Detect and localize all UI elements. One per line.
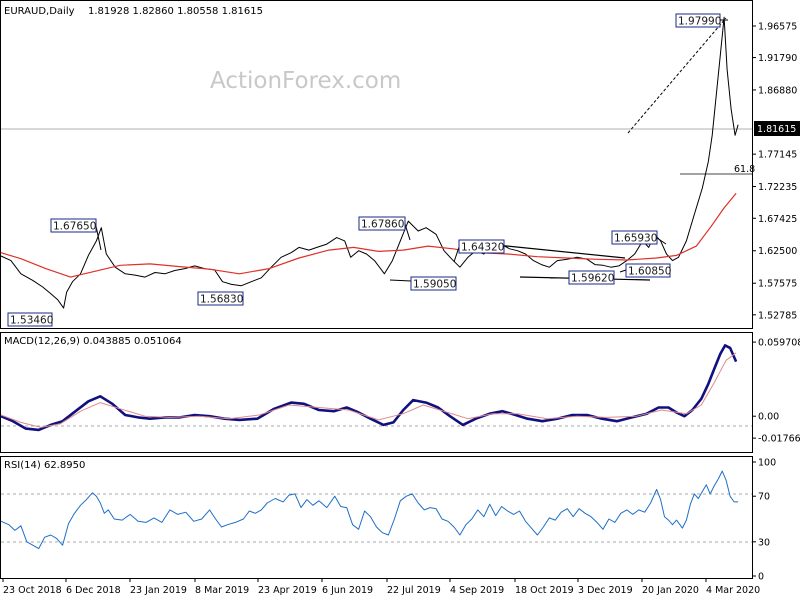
rsi-panel-frame: [0, 456, 753, 579]
rsi-panel: 100 70 30 0 RSI(14) 62.8950: [0, 456, 776, 583]
y-tick-label: 1.62500: [758, 246, 797, 257]
annotation-box: [50, 218, 97, 233]
x-tick-label: 6 Dec 2018: [66, 585, 121, 596]
annotation-leader-line: [619, 269, 627, 273]
y-tick-label: 1.96575: [758, 21, 797, 32]
y-tick-label: 1.86880: [758, 85, 797, 96]
macd-y-axis: 0.059708 0.00 -0.017661: [752, 338, 800, 445]
y-tick-label: 1.77145: [758, 150, 797, 161]
y-tick-label: -0.017661: [758, 434, 800, 445]
annotation-label: 1.56830: [200, 294, 243, 306]
annotation-box: [611, 230, 658, 245]
annotation-box: [458, 239, 505, 254]
price-level-annotations: 1.53460 1.67650 1.56830 1.67860 1.59050 1.643…: [7, 13, 728, 327]
fib-618-label: 61.8: [734, 164, 755, 175]
x-tick-label: 22 Jul 2019: [387, 585, 441, 596]
price-panel: ActionForex.com 61.8 1.96575 1.91790 1.868…: [0, 0, 800, 329]
macd-panel-frame: [0, 332, 753, 453]
annotation-box: [7, 312, 53, 327]
annotation-box: [625, 263, 671, 278]
x-tick-label: 4 Sep 2019: [450, 585, 504, 596]
x-tick-label: 23 Jan 2019: [130, 585, 187, 596]
price-y-axis: 1.96575 1.91790 1.86880 1.77145 1.72235 1.674…: [752, 21, 797, 321]
annotation-label: 1.97990: [678, 16, 721, 28]
x-tick-label: 6 Jun 2019: [322, 585, 373, 596]
y-tick-label: 30: [758, 537, 770, 548]
moving-average-line: [0, 193, 737, 278]
signal-line: [0, 352, 737, 428]
x-tick-label: 4 Mar 2020: [706, 585, 760, 596]
watermark: ActionForex.com: [210, 68, 401, 94]
fib-trend-line: [627, 17, 727, 134]
annotation-leader-line: [389, 279, 412, 282]
y-tick-label: 1.91790: [758, 53, 797, 64]
x-tick-label: 3 Dec 2019: [578, 585, 633, 596]
annotation-box: [358, 216, 406, 231]
y-tick-label: 0.059708: [758, 338, 800, 349]
triangle-upper-trendline: [496, 244, 626, 259]
last-price-badge: [754, 121, 800, 136]
macd-series-layer: [0, 344, 738, 432]
x-tick-label: 8 Mar 2019: [195, 585, 249, 596]
rsi-series-layer: [0, 470, 739, 550]
x-tick-label: 18 Oct 2019: [515, 585, 574, 596]
date-axis: 23 Oct 2018 6 Dec 2018 23 Jan 2019 8 Mar 20…: [2, 578, 760, 596]
annotation-leader-line: [95, 225, 102, 251]
rsi-line: [0, 470, 739, 550]
y-tick-label: 1.57575: [758, 279, 797, 290]
rsi-panel-title: RSI(14) 62.8950: [4, 460, 85, 471]
annotation-box: [568, 270, 615, 285]
annotation-box: [410, 276, 457, 291]
macd-panel-title: MACD(12,26,9) 0.043885 0.051064: [4, 336, 182, 347]
y-tick-label: 100: [758, 458, 776, 469]
price-panel-title: EURAUD,Daily: [4, 6, 75, 17]
annotation-label: 1.64320: [461, 242, 504, 254]
annotation-label: 1.59620: [571, 273, 614, 285]
y-tick-label: 0: [758, 572, 764, 583]
annotation-label: 1.53460: [10, 315, 53, 327]
annotation-label: 1.65930: [614, 233, 657, 245]
last-price-value: 1.81615: [757, 124, 796, 135]
y-tick-label: 0.00: [758, 412, 779, 423]
annotation-leader-line: [453, 246, 460, 263]
y-tick-label: 1.72235: [758, 182, 797, 193]
annotation-label: 1.59050: [413, 279, 456, 291]
y-tick-label: 1.67425: [758, 214, 797, 225]
annotation-box: [197, 291, 244, 306]
annotation-leader-line: [656, 237, 667, 245]
price-series-layer: [0, 16, 739, 309]
price-line: [0, 16, 739, 309]
annotation-label: 1.67650: [53, 221, 96, 233]
ohlc-values: 1.81928 1.82860 1.80558 1.81615: [88, 6, 263, 17]
macd-line: [0, 344, 738, 432]
macd-panel: 0.059708 0.00 -0.017661 MACD(12,26,9) 0.04…: [0, 332, 800, 453]
annotation-label: 1.60850: [628, 266, 671, 278]
rsi-y-axis: 100 70 30 0: [752, 458, 776, 583]
price-panel-frame: [0, 0, 753, 329]
x-tick-label: 23 Apr 2019: [258, 585, 317, 596]
annotation-box: [675, 13, 721, 28]
x-tick-label: 20 Jan 2020: [642, 585, 699, 596]
annotation-label: 1.67860: [361, 219, 404, 231]
y-tick-label: 70: [758, 492, 770, 503]
y-tick-label: 1.52785: [758, 310, 797, 321]
x-tick-label: 23 Oct 2018: [3, 585, 62, 596]
annotation-leader-line: [404, 223, 411, 241]
